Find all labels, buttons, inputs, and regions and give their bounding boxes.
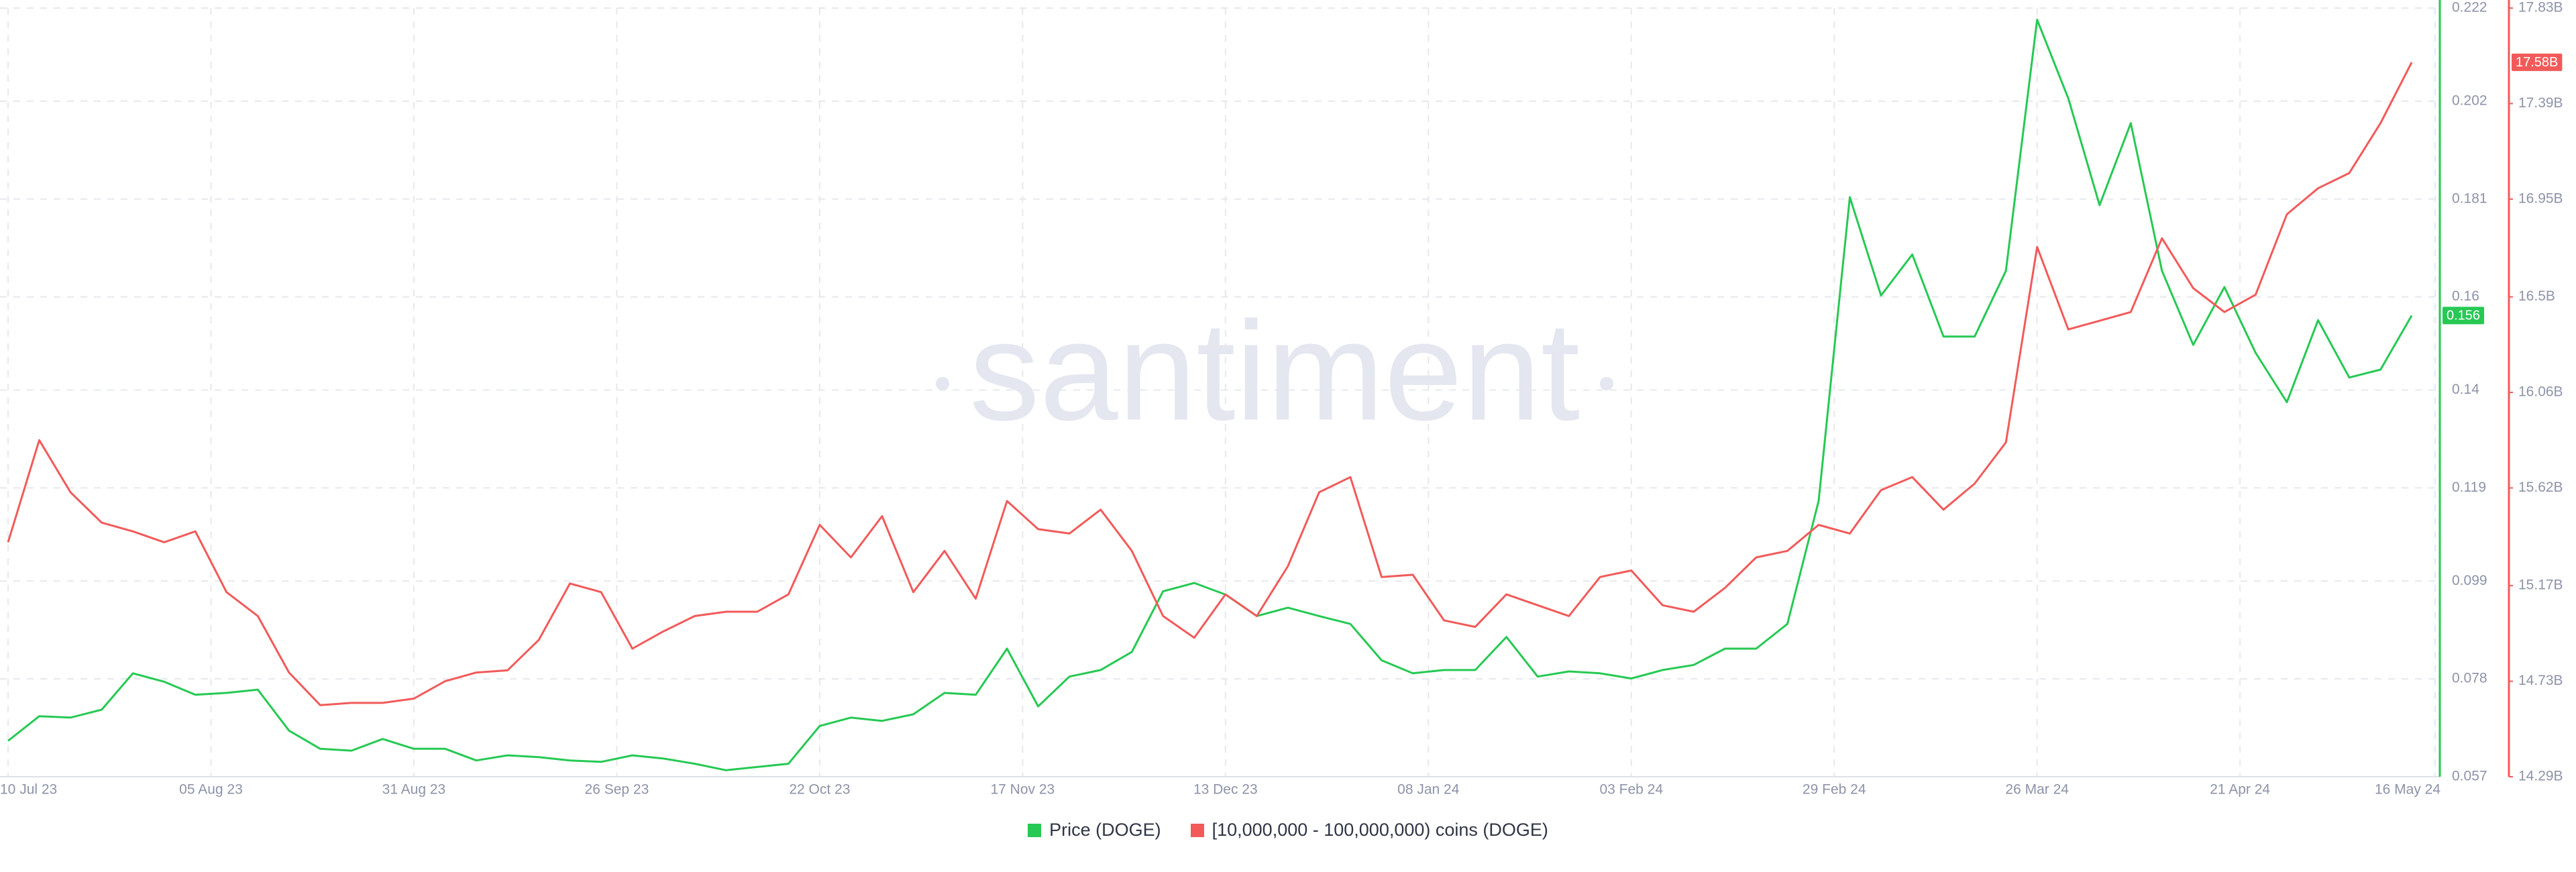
x-tick-label: 26 Mar 24 <box>2005 782 2069 798</box>
x-tick-label: 10 Jul 23 <box>0 782 57 798</box>
y-tick-label: 0.16 <box>2452 288 2479 304</box>
y-tick-label: 0.222 <box>2452 0 2487 15</box>
badge-label: 17.58B <box>2516 55 2558 70</box>
y-tick-label: 0.099 <box>2452 573 2487 588</box>
legend-swatch <box>1028 823 1042 837</box>
watermark-dot <box>1600 377 1613 390</box>
x-tick-label: 17 Nov 23 <box>990 782 1055 798</box>
series-line <box>7 62 2413 706</box>
y-tick-label: 0.119 <box>2452 480 2486 495</box>
x-tick-label: 21 Apr 24 <box>2210 782 2270 798</box>
y2-tick-label: 17.83B <box>2518 0 2563 15</box>
legend-item[interactable]: Price (DOGE) <box>1028 820 1161 840</box>
y2-tick-label: 14.29B <box>2518 769 2563 784</box>
x-tick-label: 08 Jan 24 <box>1397 782 1460 798</box>
watermark: santiment <box>969 292 1580 449</box>
x-tick-label: 29 Feb 24 <box>1803 782 1866 798</box>
badge-box <box>2443 307 2485 325</box>
x-tick-label: 22 Oct 23 <box>789 782 850 798</box>
watermark-dot <box>936 377 949 390</box>
x-tick-label: 13 Dec 23 <box>1193 782 1258 798</box>
legend: Price (DOGE) [10,000,000 - 100,000,000) c… <box>0 820 2576 840</box>
x-tick-label: 16 May 24 <box>2375 782 2440 798</box>
y2-tick-label: 16.06B <box>2518 384 2563 400</box>
y2-tick-label: 17.39B <box>2518 95 2563 111</box>
badge-label: 0.156 <box>2447 309 2480 323</box>
y-tick-label: 0.078 <box>2452 671 2487 686</box>
series-line <box>7 18 2413 771</box>
legend-label: Price (DOGE) <box>1049 820 1161 840</box>
y2-tick-label: 15.62B <box>2518 480 2563 495</box>
y2-tick-label: 15.17B <box>2518 578 2563 593</box>
y-tick-label: 0.14 <box>2452 382 2479 397</box>
legend-item[interactable]: [10,000,000 - 100,000,000) coins (DOGE) <box>1190 820 1548 840</box>
legend-label: [10,000,000 - 100,000,000) coins (DOGE) <box>1212 820 1548 840</box>
y2-tick-label: 16.5B <box>2518 288 2555 304</box>
y2-tick-label: 14.73B <box>2518 673 2563 688</box>
y-tick-label: 0.181 <box>2452 190 2487 206</box>
chart: santiment 10 Jul 23 05 Aug 23 31 Aug 23 26 … <box>0 0 2563 798</box>
y-tick-label: 0.202 <box>2452 93 2487 108</box>
value-badge: 17.58B <box>2512 53 2563 71</box>
x-tick-label: 26 Sep 23 <box>585 782 649 798</box>
y2-tick-label: 16.95B <box>2518 190 2563 206</box>
legend-swatch <box>1190 823 1204 837</box>
x-tick-label: 31 Aug 23 <box>382 782 446 798</box>
value-badge: 0.156 <box>2443 307 2485 325</box>
x-tick-label: 03 Feb 24 <box>1599 782 1663 798</box>
x-tick-label: 05 Aug 23 <box>179 782 243 798</box>
y-tick-label: 0.057 <box>2452 769 2487 784</box>
badge-box <box>2512 53 2563 71</box>
